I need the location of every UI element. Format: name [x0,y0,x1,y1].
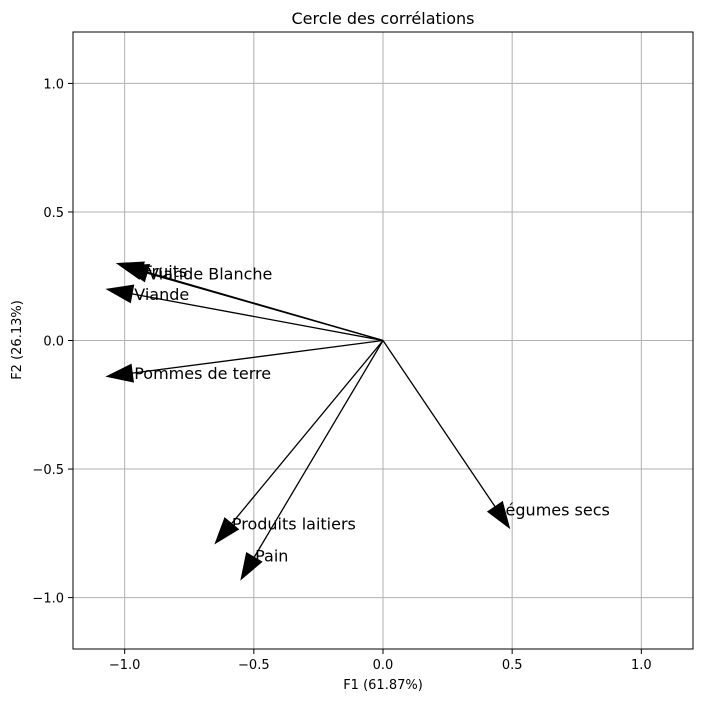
y-tick-label: 1.0 [43,77,64,92]
y-tick-label: −1.0 [32,592,64,607]
vector-label-produits-laitiers: Produits laitiers [232,514,356,533]
x-tick-label: −1.0 [109,658,141,673]
chart-title: Cercle des corrélations [291,9,474,28]
vector-arrowhead-viande-blanche [120,264,151,283]
vector-arrowhead-pommes-de-terre [105,363,134,383]
vector-label-fruits: Fruits [144,262,188,281]
vector-label-pain: Pain [255,547,288,566]
x-tick-label: −0.5 [238,658,270,673]
vector-arrow-legumes-secs [382,340,496,507]
vector-label-pommes-de-terre: Pommes de terre [134,364,271,383]
y-axis-label: F2 (26.13%) [10,300,25,380]
vector-arrowhead-pain [240,552,263,581]
x-tick-label: 0.0 [373,658,394,673]
vector-arrowhead-legumes-secs [486,500,511,530]
vectors-layer [105,261,511,581]
vector-arrow-viande-blanche [146,272,384,342]
y-tick-label: 0.5 [43,206,64,221]
y-tick-label: −0.5 [32,463,64,478]
vector-label-viande-blanche: Viande Blanche [148,264,272,283]
vector-label-viande: Viande [134,285,189,304]
vector-arrow-viande [132,293,384,342]
vector-arrow-pain [253,340,384,558]
vector-label-legumes-secs: Légumes secs [497,500,610,519]
x-axis-label: F1 (61.87%) [343,678,423,693]
y-tick-label: 0.0 [43,335,64,350]
vector-arrowhead-produits-laitiers [214,517,240,545]
grid [73,32,693,649]
x-tick-label: 0.5 [502,658,523,673]
vector-arrow-produits-laitiers [231,340,384,524]
x-tick-label: 1.0 [631,658,652,673]
ticks: −1.0 −0.5 0.0 0.5 1.0 −1.0 −0.5 0.0 0.5 1.0 [32,77,651,673]
vector-arrow-pommes-de-terre [132,339,384,374]
vector-arrowhead-viande [105,284,135,304]
